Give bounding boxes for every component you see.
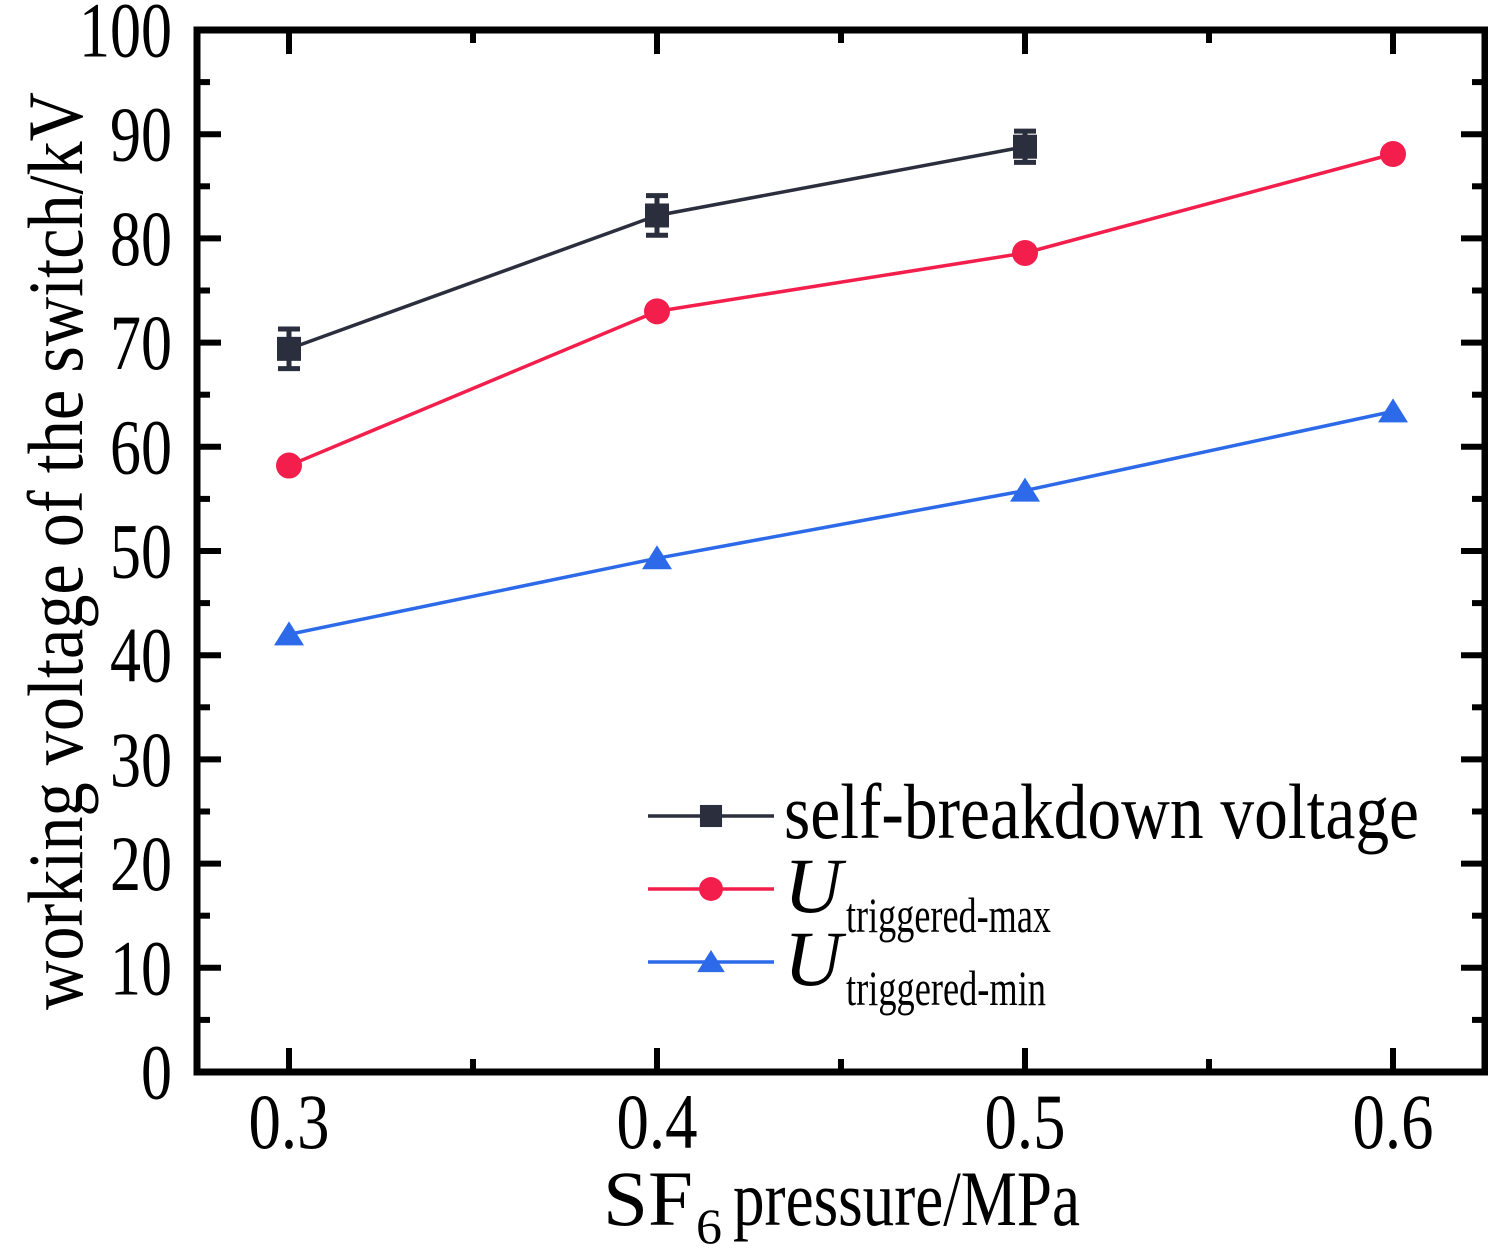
y-tick-label: 10 (110, 924, 172, 1011)
legend-label: self-breakdown voltage (784, 768, 1419, 855)
legend-label-subscript: triggered-max (846, 887, 1051, 943)
series-line (288, 409, 1394, 637)
legend-marker (699, 804, 723, 828)
y-tick-label: 60 (110, 403, 172, 490)
legend-label: U (784, 842, 847, 929)
data-point-marker (274, 621, 304, 646)
legend-label: U (784, 915, 847, 1002)
series-u-triggered-max (276, 140, 1406, 479)
data-point-marker (276, 452, 302, 479)
x-axis-title-prefix: SF (603, 1155, 693, 1242)
legend-label-subscript: triggered-min (846, 960, 1046, 1016)
data-point-marker (644, 298, 670, 325)
y-axis-title: working voltage of the switch/kV (12, 92, 99, 1010)
series-u-triggered-min (274, 398, 1408, 646)
y-tick-label: 80 (110, 195, 172, 282)
x-axis-title-suffix: pressure/MPa (733, 1155, 1080, 1242)
x-tick-label: 0.5 (985, 1078, 1066, 1165)
y-tick-label: 50 (110, 508, 172, 595)
y-tick-label: 100 (79, 0, 172, 74)
x-axis-title-subscript: 6 (696, 1198, 722, 1249)
x-axis-title: SF 6 pressure/MPa (603, 1155, 1080, 1249)
y-tick-label: 30 (110, 716, 172, 803)
data-point-marker (1378, 398, 1408, 423)
legend-marker (697, 950, 725, 973)
x-tick-label: 0.4 (617, 1078, 698, 1165)
data-point-marker (1013, 134, 1037, 159)
x-tick-label: 0.6 (1353, 1078, 1434, 1165)
data-point-marker (1380, 140, 1406, 167)
series-self-breakdown-voltage (277, 128, 1037, 372)
y-tick-label: 0 (141, 1029, 172, 1116)
y-tick-label: 20 (110, 820, 172, 907)
data-point-marker (1012, 239, 1038, 266)
data-point-marker (645, 203, 669, 228)
y-tick-label: 40 (110, 612, 172, 699)
legend-item-self-breakdown-voltage: self-breakdown voltage (648, 768, 1419, 855)
x-tick-label: 0.3 (249, 1078, 330, 1165)
y-tick-label: 70 (110, 299, 172, 386)
data-point-marker (642, 545, 672, 570)
axis-ticks (197, 27, 1485, 1075)
series-line (288, 152, 1394, 468)
data-point-marker (277, 336, 301, 361)
data-point-marker (1010, 477, 1040, 502)
legend-marker (699, 877, 723, 901)
y-tick-label: 90 (110, 91, 172, 178)
